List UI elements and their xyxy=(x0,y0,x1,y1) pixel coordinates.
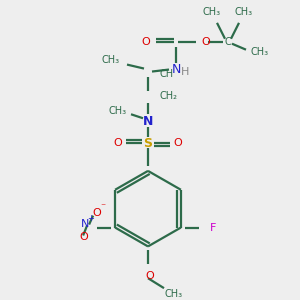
Text: N: N xyxy=(81,219,89,229)
Text: CH: CH xyxy=(160,68,174,79)
Text: CH₃: CH₃ xyxy=(203,7,221,17)
Text: H: H xyxy=(181,67,189,76)
Text: O: O xyxy=(146,271,154,281)
Text: O: O xyxy=(202,37,210,47)
Text: O: O xyxy=(142,37,150,47)
Text: O: O xyxy=(114,138,122,148)
Text: N: N xyxy=(171,63,181,76)
Text: CH₃: CH₃ xyxy=(165,289,183,299)
Text: O: O xyxy=(93,208,101,218)
Text: ⁻: ⁻ xyxy=(100,203,106,213)
Text: CH₃: CH₃ xyxy=(102,55,120,64)
Text: CH₃: CH₃ xyxy=(251,47,269,57)
Text: +: + xyxy=(88,214,94,223)
Text: C: C xyxy=(225,37,231,47)
Text: CH₃: CH₃ xyxy=(109,106,127,116)
Text: O: O xyxy=(80,232,88,242)
Text: N: N xyxy=(143,115,153,128)
Text: O: O xyxy=(174,138,182,148)
Text: CH₂: CH₂ xyxy=(160,92,178,101)
Text: CH₃: CH₃ xyxy=(235,7,253,17)
Text: S: S xyxy=(143,136,152,150)
Text: F: F xyxy=(210,223,216,232)
